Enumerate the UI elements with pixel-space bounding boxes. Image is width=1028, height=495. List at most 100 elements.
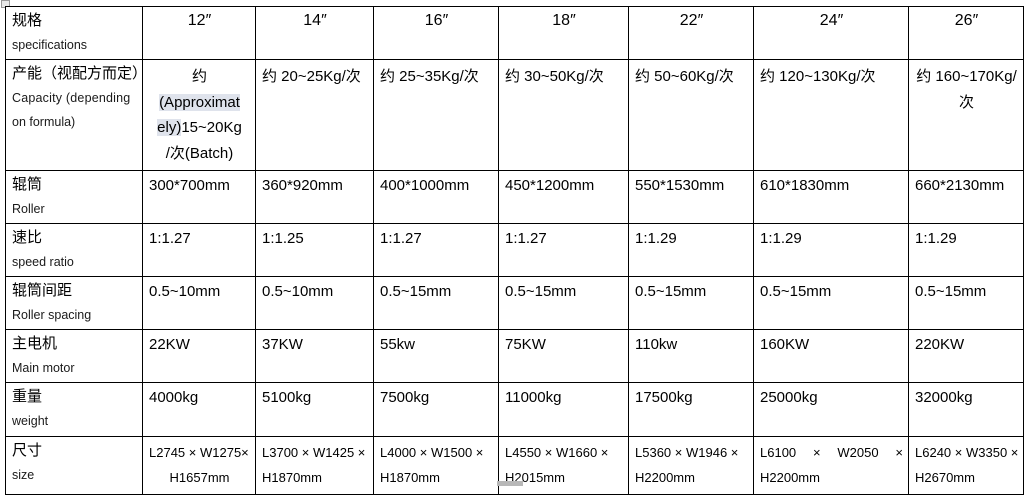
cell-main-motor-24: 160KW (753, 329, 909, 383)
cell-capacity-16: 约 25~35Kg/次 (373, 59, 499, 171)
row-label-weight: 重量 weight (5, 382, 143, 437)
row-label-en-line1: Capacity (depending (12, 91, 131, 106)
size-line-h: H1657mm (169, 469, 230, 485)
cell-roller-spacing-18: 0.5~15mm (498, 276, 629, 330)
row-label-en-line2: on formula) (12, 115, 76, 129)
cell-size-16: L4000 × W1500 × H1870mm (373, 435, 499, 495)
row-label-cn: 辊筒间距 (12, 282, 73, 299)
cell-roller-spacing-22: 0.5~15mm (628, 276, 754, 330)
cell-main-motor-18: 75KW (498, 329, 629, 383)
row-label-en: speed ratio (12, 255, 74, 270)
cell-capacity-14: 约 20~25Kg/次 (255, 59, 374, 171)
table-row-main-motor: 主电机 Main motor 22KW 37KW 55kw 75KW 110kw… (5, 329, 1024, 383)
row-label-en: size (12, 468, 35, 483)
cell-weight-16: 7500kg (373, 382, 499, 437)
cell-weight-14: 5100kg (255, 382, 374, 437)
cell-speed-ratio-24: 1:1.29 (753, 223, 909, 277)
row-label-en: Main motor (12, 361, 75, 376)
cell-roller-spacing-16: 0.5~15mm (373, 276, 499, 330)
cell-capacity-12: 约 (Approximat ely)15~20Kg /次(Batch) (142, 59, 256, 171)
table-row-size: 尺寸 size L2745 × W1275× H1657mm L3700 × W… (5, 435, 1024, 495)
row-label-roller-spacing: 辊筒间距 Roller spacing (5, 276, 143, 330)
size-line-h: H1870mm (380, 469, 440, 485)
column-header-22: 22″ (628, 6, 754, 60)
cell-size-14: L3700 × W1425 × H1870mm (255, 435, 374, 495)
table-row-roller-spacing: 辊筒间距 Roller spacing 0.5~10mm 0.5~10mm 0.… (5, 276, 1024, 330)
specifications-table-container: 规格 specifications 12″ 14″ 16″ 18″ 22″ (5, 6, 1024, 495)
size-line-lw: L4550 × W1660 × (505, 445, 609, 460)
cell-size-12: L2745 × W1275× H1657mm (142, 435, 256, 495)
row-label-capacity: 产能（视配方而定） Capacity (depending on formula… (5, 59, 148, 171)
cell-capacity-24: 约 120~130Kg/次 (753, 59, 909, 171)
cell-roller-26: 660*2130mm (908, 170, 1024, 224)
row-label-specifications: 规格 specifications (5, 6, 143, 60)
cell-roller-spacing-26: 0.5~15mm (908, 276, 1024, 330)
row-label-main-motor: 主电机 Main motor (5, 329, 143, 383)
cell-weight-22: 17500kg (628, 382, 754, 437)
cell-speed-ratio-14: 1:1.25 (255, 223, 374, 277)
cell-roller-spacing-14: 0.5~10mm (255, 276, 374, 330)
size-line-h: H2015mm (505, 469, 565, 485)
cell-capacity-26: 约 160~170Kg/次 (908, 59, 1024, 171)
cell-capacity-22: 约 50~60Kg/次 (628, 59, 754, 171)
cell-roller-24: 610*1830mm (753, 170, 909, 224)
table-row-specifications: 规格 specifications 12″ 14″ 16″ 18″ 22″ (5, 6, 1024, 60)
cell-roller-18: 450*1200mm (498, 170, 629, 224)
specifications-table: 规格 specifications 12″ 14″ 16″ 18″ 22″ (5, 6, 1024, 495)
row-label-size: 尺寸 size (5, 435, 143, 495)
page-bottom-artifact (497, 481, 523, 486)
cell-weight-24: 25000kg (753, 382, 909, 437)
column-header-18: 18″ (498, 6, 629, 60)
row-label-cn: 重量 (12, 388, 43, 405)
cell-speed-ratio-22: 1:1.29 (628, 223, 754, 277)
cell-roller-14: 360*920mm (255, 170, 374, 224)
cell-weight-26: 32000kg (908, 382, 1024, 437)
cell-speed-ratio-12: 1:1.27 (142, 223, 256, 277)
cell-roller-12: 300*700mm (142, 170, 256, 224)
size-line-lw: L2745 × W1275× (149, 445, 249, 460)
row-label-cn: 产能（视配方而定） (12, 65, 148, 82)
table-row-speed-ratio: 速比 speed ratio 1:1.27 1:1.25 1:1.27 1:1.… (5, 223, 1024, 277)
cell-roller-spacing-24: 0.5~15mm (753, 276, 909, 330)
row-label-cn: 辊筒 (12, 176, 43, 193)
table-row-roller: 辊筒 Roller 300*700mm 360*920mm 400*1000mm… (5, 170, 1024, 224)
size-line-lw: L5360 × W1946 × (635, 445, 739, 460)
table-row-capacity: 产能（视配方而定） Capacity (depending on formula… (5, 59, 1024, 171)
cell-speed-ratio-18: 1:1.27 (498, 223, 629, 277)
cell-roller-16: 400*1000mm (373, 170, 499, 224)
row-label-en: weight (12, 414, 49, 429)
capacity-prefix: 约 (191, 68, 207, 85)
table-row-weight: 重量 weight 4000kg 5100kg 7500kg 11000kg 1… (5, 382, 1024, 437)
column-header-24: 24″ (753, 6, 909, 60)
column-header-16: 16″ (373, 6, 499, 60)
size-line-lw: L6240 × W3350 × (915, 445, 1019, 460)
capacity-tail: /次(Batch) (165, 144, 234, 162)
capacity-value: 15~20Kg (181, 119, 242, 136)
row-label-en: specifications (12, 38, 88, 53)
size-line-h: H2200mm (635, 469, 695, 485)
size-line-lw: L6100 × W2050 × (760, 445, 903, 460)
cell-size-26: L6240 × W3350 × H2670mm (908, 435, 1024, 495)
cell-weight-12: 4000kg (142, 382, 256, 437)
capacity-highlight-part2: ely) (157, 119, 182, 136)
cell-roller-22: 550*1530mm (628, 170, 754, 224)
cell-roller-spacing-12: 0.5~10mm (142, 276, 256, 330)
row-label-speed-ratio: 速比 speed ratio (5, 223, 143, 277)
cell-speed-ratio-16: 1:1.27 (373, 223, 499, 277)
cell-main-motor-26: 220KW (908, 329, 1024, 383)
column-header-14: 14″ (255, 6, 374, 60)
cell-speed-ratio-26: 1:1.29 (908, 223, 1024, 277)
cell-weight-18: 11000kg (498, 382, 629, 437)
row-label-en: Roller spacing (12, 308, 92, 323)
row-label-cn: 规格 (12, 12, 43, 29)
capacity-highlight-part1: (Approximat (159, 93, 240, 111)
row-label-en: Roller (12, 202, 45, 217)
cell-size-18: L4550 × W1660 × H2015mm (498, 435, 629, 495)
size-line-lw: L3700 × W1425 × (262, 445, 366, 460)
cell-size-24: L6100 × W2050 × H2200mm (753, 435, 909, 495)
cell-main-motor-16: 55kw (373, 329, 499, 383)
cell-main-motor-22: 110kw (628, 329, 754, 383)
column-header-26: 26″ (908, 6, 1024, 60)
row-label-roller: 辊筒 Roller (5, 170, 143, 224)
row-label-cn: 尺寸 (12, 442, 43, 459)
